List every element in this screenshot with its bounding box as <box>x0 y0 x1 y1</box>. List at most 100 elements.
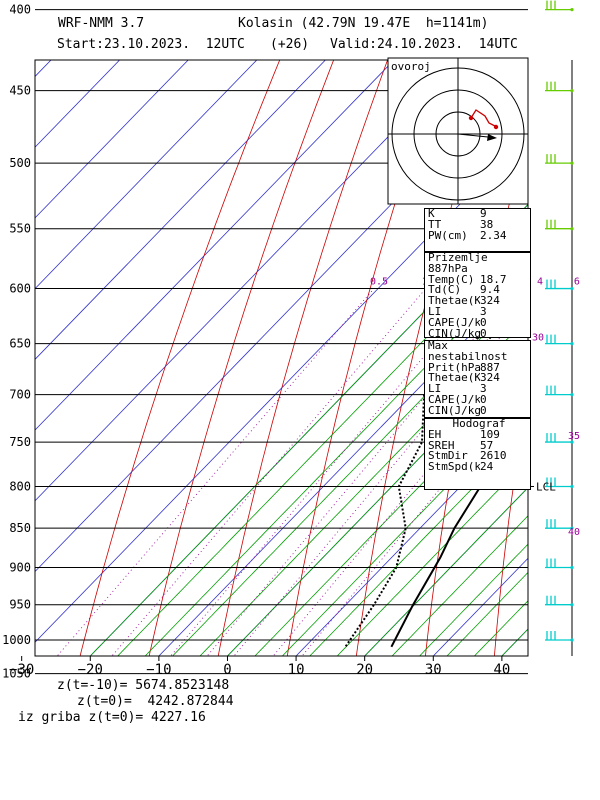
panel-row: StmSpd(kt)24 <box>425 460 530 474</box>
panel-row: TT 38 <box>425 217 530 231</box>
hodograph-trace <box>470 109 498 128</box>
wind-barb-dot <box>570 484 574 489</box>
wind-barb-dot <box>570 89 574 93</box>
wind-barb-dot <box>570 342 574 346</box>
wind-barb <box>545 631 574 642</box>
wind-barb-dot <box>570 638 574 642</box>
wind-barb-dot <box>570 7 574 12</box>
panel-value: 9.4 <box>480 283 500 297</box>
wind-barb <box>545 334 574 346</box>
panel-row: Prit(hPa)887 <box>425 360 530 374</box>
y-tick-label: 1050 <box>2 667 31 681</box>
panel-value: 0 <box>480 315 487 329</box>
right-mr-label: 30 <box>532 333 544 344</box>
wind-barb-dot <box>570 440 574 444</box>
panel-row: Thetae(K)324 <box>425 295 530 307</box>
panel-value: 324 <box>480 371 500 385</box>
panel-key: CAPE(J/kg) <box>428 317 480 329</box>
z-minus10: z(t=-10)= 5674.8523148 <box>57 678 230 693</box>
y-tick-label: 400 <box>9 3 31 17</box>
y-tick-label: 750 <box>9 435 31 449</box>
y-tick-label: 950 <box>9 598 31 612</box>
panel-key: LI <box>428 306 442 318</box>
x-tick-label: 0 <box>223 662 231 678</box>
y-tick-label: 900 <box>9 561 31 575</box>
temperature-curve <box>390 412 528 648</box>
panel-value: 0 <box>480 326 487 340</box>
panel-value: 109 <box>480 427 500 441</box>
hodograf-panel: Hodograf EH 109 SREH 57 StmDir 2610StmSpd(kt)… <box>424 418 531 490</box>
x-tick-label: −30 <box>9 662 34 678</box>
storm-motion-line <box>457 133 489 138</box>
y-tick-label: 850 <box>9 521 31 535</box>
y-tick-label: 650 <box>9 337 31 351</box>
panel-value: 887 <box>480 360 500 374</box>
wind-barb <box>545 279 574 291</box>
wind-barb <box>545 0 574 12</box>
hodograph-point <box>493 124 499 130</box>
wind-barb <box>545 385 574 397</box>
panel-value: 24 <box>480 460 494 474</box>
panel-row: LI 3 <box>425 382 530 396</box>
y-tick-label: 800 <box>9 479 31 493</box>
wind-barb-dot <box>570 526 574 530</box>
isotherm-line <box>35 60 464 502</box>
wind-barb <box>545 81 574 93</box>
wind-barb <box>545 433 574 444</box>
x-tick-label: 10 <box>288 662 305 678</box>
y-tick-label: 600 <box>9 282 31 296</box>
panel-value: 0 <box>480 403 487 417</box>
x-tick-label: −10 <box>146 662 171 678</box>
z-zero-grib: iz griba z(t=0)= 4227.16 <box>18 710 206 725</box>
mixing-ratio-line <box>56 288 375 656</box>
panel-row: Temp(C) 18.7 <box>425 274 530 286</box>
panel-value: 3 <box>480 382 487 396</box>
dry-adiabat-line <box>563 0 600 674</box>
panel-key: Td(C) <box>428 285 462 297</box>
isotherm-line <box>553 0 600 674</box>
panel-row: CAPE(J/kg)0 <box>425 315 530 329</box>
wind-barb <box>545 595 574 607</box>
storm-motion-arrow <box>487 134 497 141</box>
panel-key: PW(cm) <box>428 230 468 242</box>
panel-row: CIN(J/kg)0 <box>425 403 530 417</box>
wind-barb <box>545 558 574 570</box>
panel-key: SREH <box>428 440 455 452</box>
panel-row: Thetae(K)324 <box>425 371 530 385</box>
right-mr-label: 35 <box>568 431 580 442</box>
panel-key: K <box>428 209 435 220</box>
panel-value: 38 <box>480 217 494 231</box>
panel-key: StmDir <box>428 451 468 463</box>
wind-barb-dot <box>570 565 574 570</box>
indices-panel: K 9 TT 38 PW(cm) 2.34 <box>424 208 531 252</box>
panel-value: 2.34 <box>480 228 507 242</box>
unstable-panel: Max nestabilnost Prit(hPa)887Thetae(K)32… <box>424 340 531 418</box>
model-label: WRF-NMM 3.7 <box>58 16 145 31</box>
panel-row: SREH 57 <box>425 440 530 452</box>
y-tick-label: 450 <box>9 84 31 98</box>
panel-row: Td(C) 9.4 <box>425 283 530 297</box>
panel-row: LI 3 <box>425 306 530 318</box>
wind-barb-dot <box>570 286 574 291</box>
isotherm-line <box>35 133 528 643</box>
panel-key: EH <box>428 429 442 441</box>
wind-barb <box>545 154 574 165</box>
surface-title: Prizemlje 887hPa <box>428 251 488 275</box>
isotherm-line <box>35 62 528 573</box>
z-zero: z(t=0)= 4242.872844 <box>77 694 234 709</box>
wind-barb-dot <box>570 393 574 397</box>
panel-value: 9 <box>480 207 487 220</box>
panel-value: 2610 <box>480 449 507 463</box>
panel-key: Thetae(K) <box>428 373 480 385</box>
x-tick-label: 40 <box>493 662 510 678</box>
right-mr-label: 40 <box>568 527 580 538</box>
wind-barb <box>545 219 574 231</box>
panel-key: CIN(J/kg) <box>428 405 480 417</box>
panel-value: 0 <box>480 392 487 406</box>
mixing-ratio-label: 4 <box>537 277 543 288</box>
panel-row: CIN(J/kg)0 <box>425 326 530 340</box>
x-tick-label: −20 <box>78 662 103 678</box>
panel-row: StmDir 2610 <box>425 449 530 463</box>
panel-row: PW(cm) 2.34 <box>425 228 530 242</box>
